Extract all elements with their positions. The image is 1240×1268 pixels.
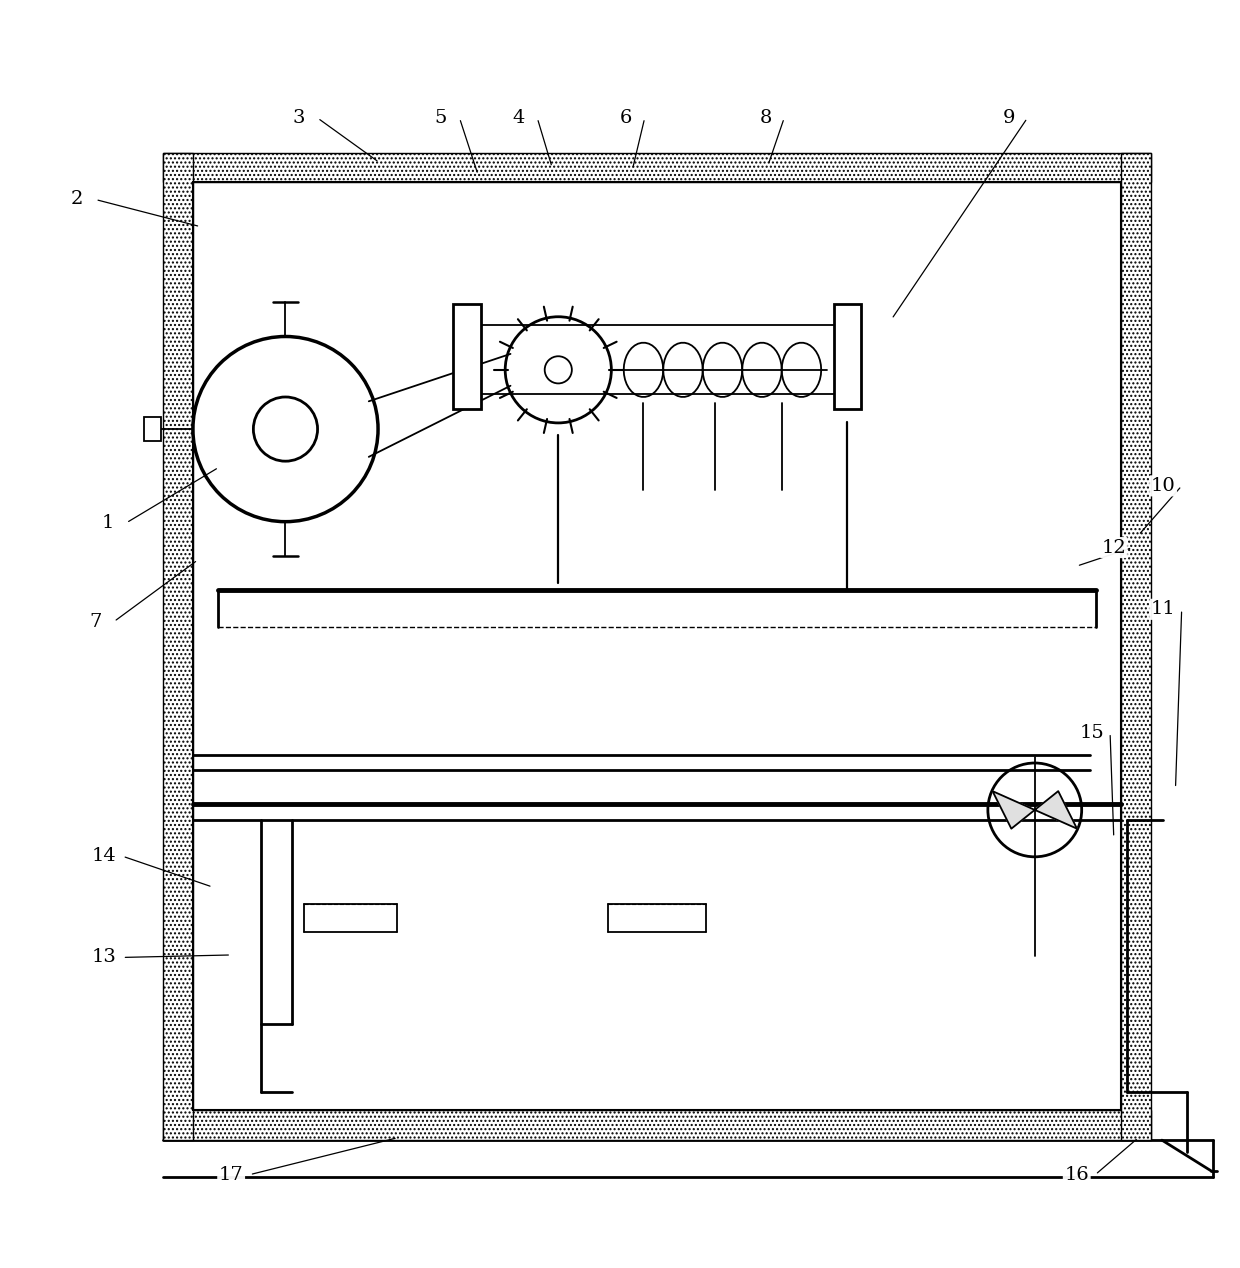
Text: 1: 1 [102,514,114,531]
Bar [193,183,1121,1111]
Text: 8: 8 [759,109,771,127]
Text: 3: 3 [293,109,305,127]
Bar [164,152,1151,183]
Text: 14: 14 [92,847,117,865]
Bar [833,304,861,410]
Text: 9: 9 [1003,109,1016,127]
Bar [193,183,1121,1111]
Text: 16: 16 [1064,1165,1089,1184]
Text: 4: 4 [512,109,525,127]
Bar [164,1111,1151,1140]
Circle shape [544,356,572,383]
Polygon shape [1034,791,1078,829]
Text: 2: 2 [71,190,83,208]
Text: 11: 11 [1151,600,1176,619]
Bar [144,417,161,441]
Text: 5: 5 [435,109,448,127]
Polygon shape [992,791,1034,829]
Text: 6: 6 [620,109,632,127]
Text: 13: 13 [92,948,117,966]
Text: 7: 7 [89,612,102,630]
Bar [454,304,481,410]
Text: 15: 15 [1079,724,1104,742]
Bar [164,152,193,1140]
Text: 17: 17 [218,1165,243,1184]
Text: 12: 12 [1101,539,1126,557]
Text: 10: 10 [1151,477,1176,495]
Bar [1121,152,1151,1140]
